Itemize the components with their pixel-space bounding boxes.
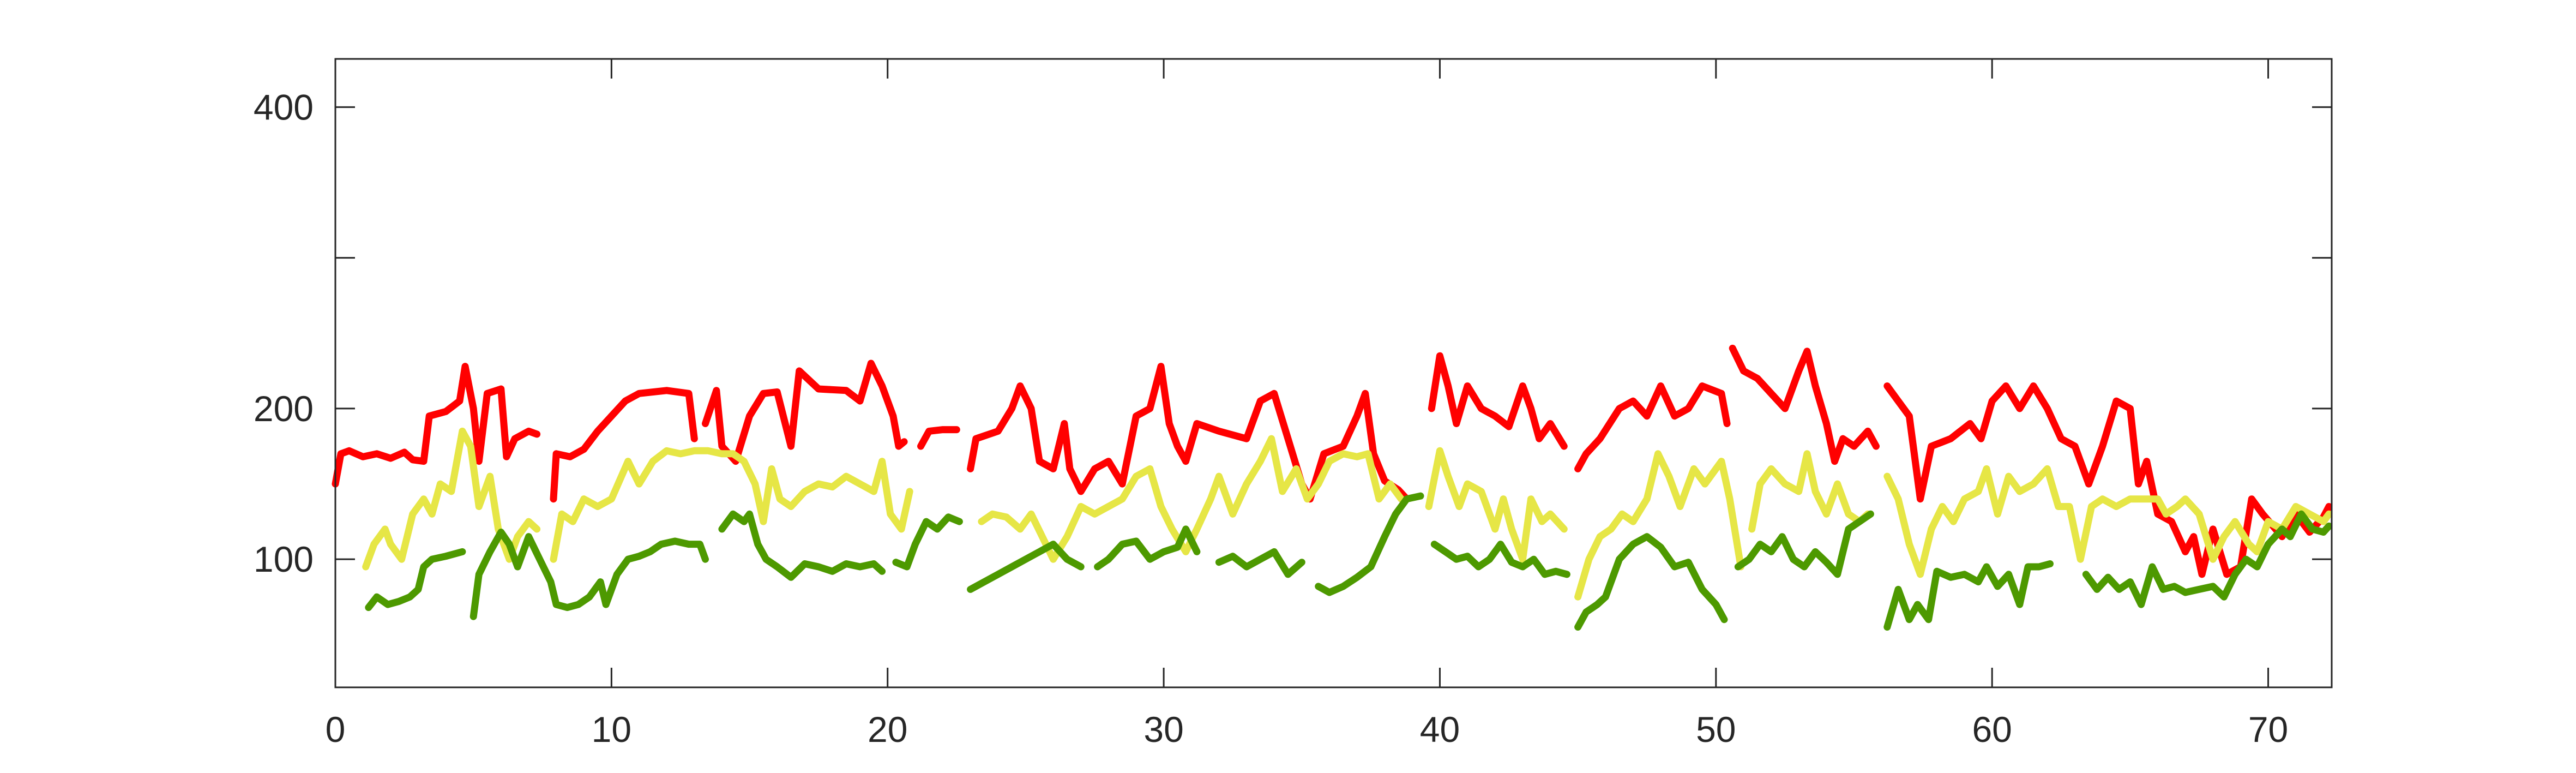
x-tick-label-30: 30 bbox=[1143, 709, 1183, 750]
plot-area-frame bbox=[334, 58, 2333, 688]
series-3-segment-5 bbox=[967, 541, 1085, 593]
y-tick-label-400: 400 bbox=[254, 87, 314, 127]
series-1-segment-4 bbox=[917, 426, 960, 450]
series-2-segment-5 bbox=[1574, 450, 1744, 601]
series-3-segment-9 bbox=[1430, 541, 1570, 578]
series-3-segment-4 bbox=[892, 513, 963, 571]
series-2-segment-6 bbox=[1748, 450, 1871, 533]
x-tick-label-40: 40 bbox=[1420, 709, 1460, 750]
series-1-segment-5 bbox=[967, 363, 1411, 503]
series-2-segment-7 bbox=[1883, 465, 2333, 578]
series-1-segment-7 bbox=[1574, 382, 1731, 472]
series-2-segment-3 bbox=[978, 435, 1405, 563]
series-3-segment-11 bbox=[1734, 510, 1874, 578]
series-2-segment-4 bbox=[1425, 447, 1568, 563]
x-tick-label-10: 10 bbox=[592, 709, 631, 750]
series-1-segment-2 bbox=[550, 387, 698, 503]
x-tick-label-0: 0 bbox=[326, 709, 346, 750]
x-tick-label-60: 60 bbox=[1972, 709, 2012, 750]
series-3-segment-6 bbox=[1094, 525, 1201, 571]
y-tick-label-200: 200 bbox=[254, 388, 314, 429]
series-3-segment-1 bbox=[365, 548, 466, 612]
series-3-segment-8 bbox=[1315, 492, 1424, 596]
series-layer bbox=[332, 344, 2333, 631]
tick-labels: 0 10 20 30 40 50 60 70 100 200 400 bbox=[254, 87, 2288, 750]
y-tick-label-100: 100 bbox=[254, 539, 314, 579]
axis-ticks bbox=[334, 59, 2332, 687]
series-1-segment-1 bbox=[332, 363, 541, 488]
series-1-segment-8 bbox=[1729, 344, 1880, 465]
x-tick-label-20: 20 bbox=[868, 709, 907, 750]
x-tick-label-70: 70 bbox=[2248, 709, 2288, 750]
series-3-segment-13 bbox=[2082, 510, 2333, 608]
series-3-segment-7 bbox=[1215, 548, 1305, 578]
series-3-segment-10 bbox=[1574, 533, 1728, 631]
series-2-segment-2 bbox=[550, 447, 913, 563]
series-1-segment-3 bbox=[702, 359, 908, 465]
series-2-segment-1 bbox=[362, 427, 541, 571]
series-3-segment-12 bbox=[1883, 560, 2054, 631]
series-1-segment-6 bbox=[1428, 352, 1568, 450]
x-tick-label-50: 50 bbox=[1696, 709, 1736, 750]
series-3-segment-2 bbox=[470, 529, 709, 620]
series-3-segment-3 bbox=[718, 510, 886, 581]
series-1-segment-9 bbox=[1883, 382, 2333, 578]
